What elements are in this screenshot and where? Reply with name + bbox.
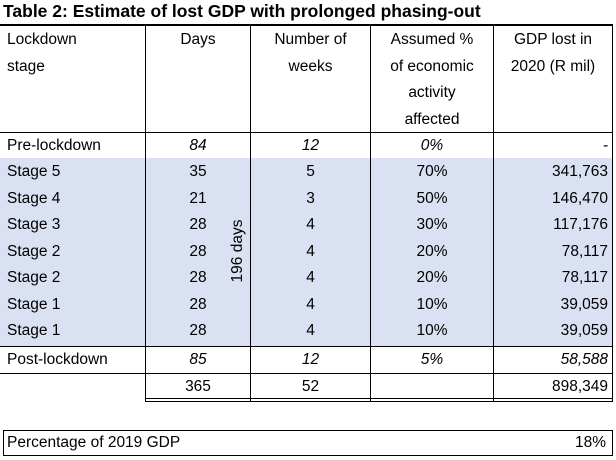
rule-total-2-b (493, 401, 613, 402)
rule-top (0, 24, 612, 26)
total-gdp: 898,349 (551, 378, 608, 395)
cell-weeks: 4 (306, 322, 315, 339)
cell-days: 28 (189, 243, 207, 260)
cell-days: 84 (189, 137, 207, 154)
cell-stage: Stage 3 (7, 216, 61, 233)
lockdown-shading (0, 158, 612, 346)
cell-weeks: 4 (306, 269, 315, 286)
cell-weeks: 4 (306, 216, 315, 233)
footer-value: 18% (574, 434, 606, 451)
cell-pct: 70% (416, 163, 448, 180)
cell-stage: Post-lockdown (7, 351, 108, 368)
cell-gdp: 58,588 (560, 351, 608, 368)
cell-weeks: 4 (306, 243, 315, 260)
cell-days: 28 (189, 269, 207, 286)
cell-weeks: 5 (306, 163, 315, 180)
cell-gdp: 78,117 (561, 243, 608, 260)
cell-pct: 20% (416, 269, 448, 286)
cell-gdp: - (602, 137, 608, 154)
cell-stage: Stage 4 (7, 190, 61, 207)
cell-pct: 20% (416, 243, 448, 260)
cell-weeks: 12 (301, 137, 320, 154)
cell-stage: Stage 2 (7, 269, 61, 286)
header-weeks: Number of weeks (274, 31, 347, 75)
cell-stage: Stage 2 (7, 243, 61, 260)
cell-gdp: 341,763 (551, 163, 608, 180)
cell-weeks: 4 (306, 296, 315, 313)
cell-pct: 5% (420, 351, 444, 368)
cell-stage: Stage 1 (7, 296, 61, 313)
cell-pct: 30% (416, 216, 448, 233)
cell-stage: Stage 5 (7, 163, 61, 180)
cell-gdp: 78,117 (561, 269, 608, 286)
rule-post-top (0, 346, 612, 347)
col-divider-4 (493, 24, 494, 402)
rule-post-bottom (0, 373, 612, 374)
header-stage: Lockdown stage (7, 31, 77, 75)
rule-total-1-a (145, 398, 493, 399)
header-pct: Assumed % of economic activity affected (390, 31, 474, 128)
cell-days: 28 (189, 296, 207, 313)
cell-stage: Pre-lockdown (7, 137, 101, 154)
cell-weeks: 3 (306, 190, 315, 207)
lockdown-span-label: 196 days (229, 219, 246, 283)
footer-label: Percentage of 2019 GDP (7, 434, 181, 451)
total-weeks: 52 (301, 378, 320, 395)
col-divider-3 (370, 24, 371, 402)
col-divider-1 (145, 24, 146, 402)
cell-gdp: 146,470 (551, 190, 608, 207)
footer-box: Percentage of 2019 GDP 18% (3, 430, 613, 456)
rule-total-2-a (493, 398, 613, 399)
cell-days: 28 (189, 322, 207, 339)
col-divider-2 (250, 24, 251, 402)
cell-gdp: 39,059 (560, 296, 608, 313)
table-title: Table 2: Estimate of lost GDP with prolo… (3, 1, 481, 21)
cell-days: 35 (189, 163, 207, 180)
cell-days: 28 (189, 216, 207, 233)
cell-gdp: 117,176 (553, 216, 608, 233)
total-days: 365 (185, 378, 211, 395)
rule-header-bottom (0, 132, 612, 133)
cell-days: 85 (189, 351, 207, 368)
cell-gdp: 39,059 (560, 322, 608, 339)
cell-pct: 10% (416, 322, 448, 339)
cell-days: 21 (189, 190, 207, 207)
cell-pct: 50% (416, 190, 448, 207)
col-divider-5 (612, 24, 613, 402)
header-days: Days (180, 31, 216, 48)
cell-stage: Stage 1 (7, 322, 61, 339)
cell-pct: 10% (416, 296, 448, 313)
cell-weeks: 12 (301, 351, 320, 368)
rule-total-1-b (145, 401, 493, 402)
cell-pct: 0% (420, 137, 444, 154)
header-gdp: GDP lost in 2020 (R mil) (510, 31, 596, 75)
